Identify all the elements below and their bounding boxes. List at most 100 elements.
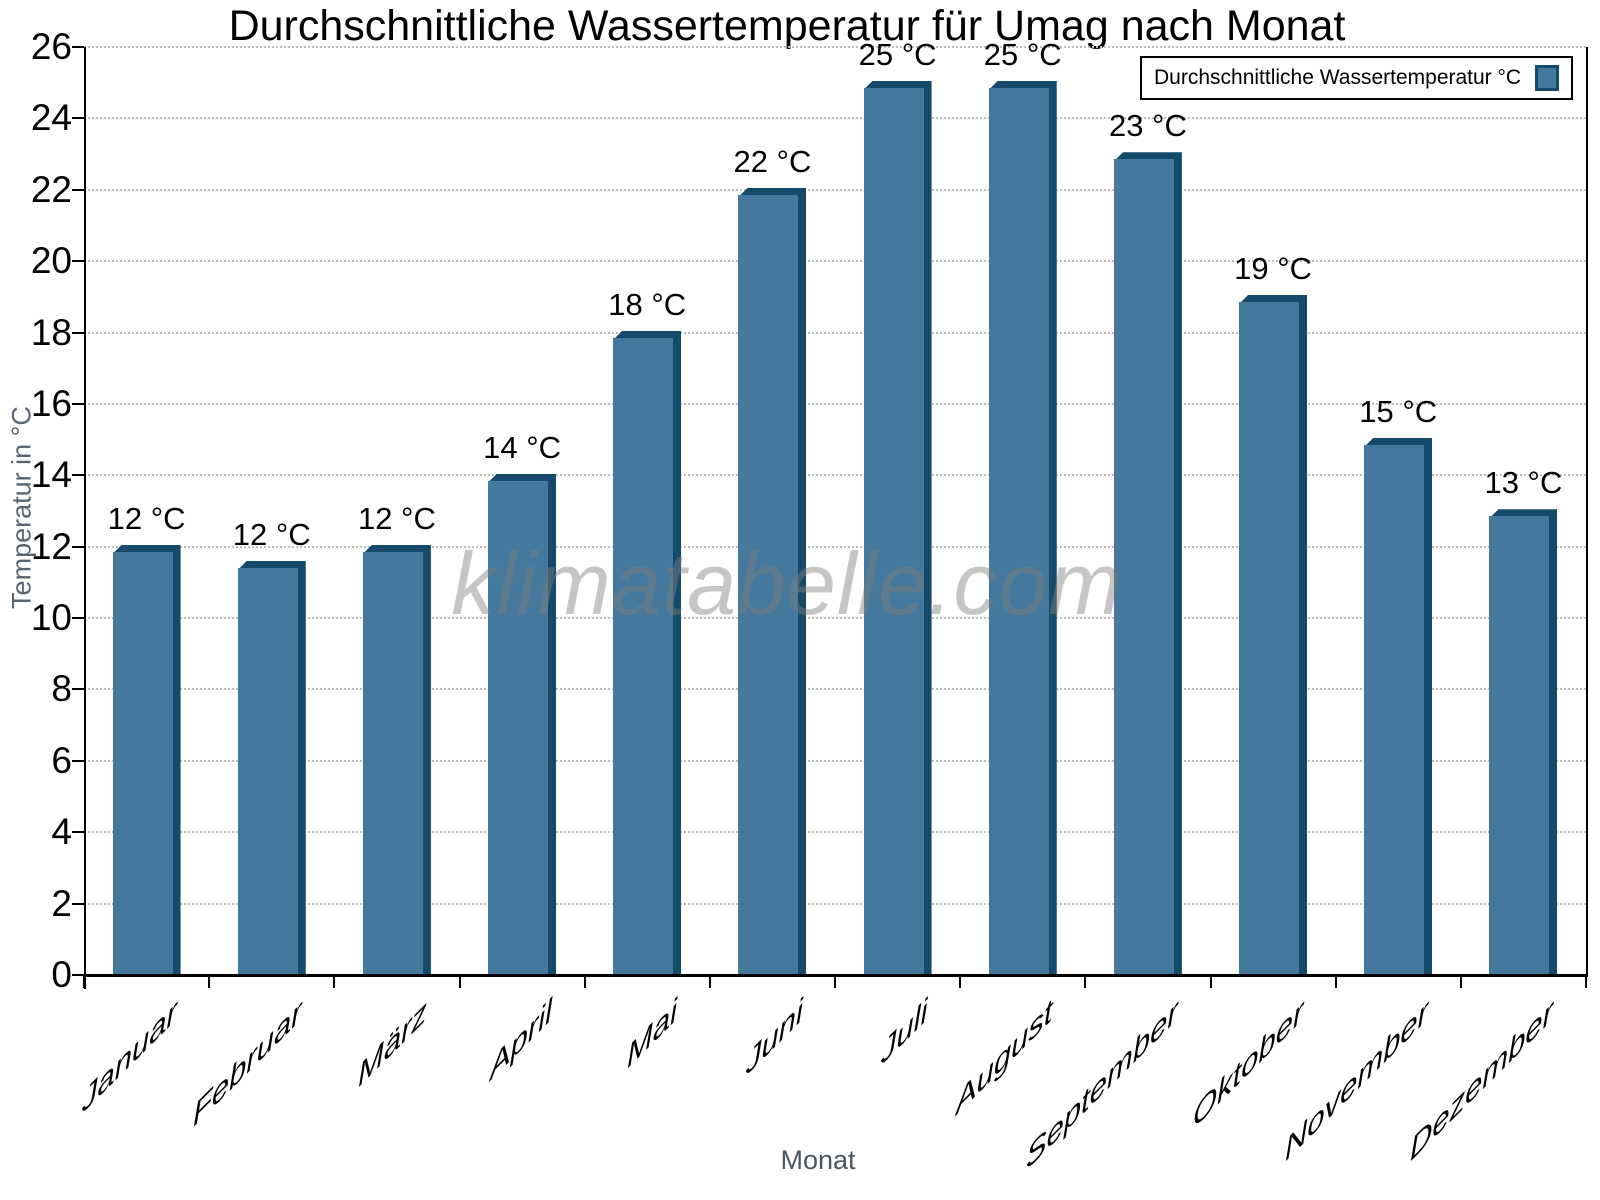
- bar: [237, 560, 306, 975]
- x-tick-label: April: [490, 991, 553, 1089]
- bar-face: [1239, 302, 1300, 975]
- bar: [1113, 152, 1182, 975]
- bar: [362, 544, 431, 975]
- y-tick: [72, 902, 84, 905]
- y-tick: [72, 331, 84, 334]
- y-tick-label: 16: [30, 382, 72, 424]
- x-tick: [1334, 975, 1337, 988]
- legend-label: Durchschnittliche Wassertemperatur °C: [1154, 66, 1522, 89]
- x-tick-label: November: [1285, 991, 1429, 1169]
- bar-face: [1489, 516, 1550, 975]
- y-tick: [72, 831, 84, 834]
- y-tick: [72, 474, 84, 477]
- y-tick-label: 26: [30, 26, 72, 67]
- y-tick: [72, 974, 84, 976]
- bar: [1489, 509, 1558, 975]
- bar-face: [1364, 444, 1425, 975]
- x-tick-label: Oktober: [1192, 991, 1304, 1137]
- bar-value-label: 15 °C: [1359, 393, 1438, 429]
- x-tick-label: März: [358, 991, 427, 1095]
- bar-face: [362, 551, 423, 975]
- x-tick: [1459, 975, 1462, 988]
- gridline: [84, 260, 1586, 263]
- x-tick: [208, 975, 211, 988]
- gridline: [84, 117, 1586, 120]
- y-tick-label: 4: [51, 811, 72, 853]
- bar-face: [738, 194, 799, 975]
- x-tick: [1209, 975, 1212, 988]
- y-tick-label: 14: [30, 454, 72, 496]
- bar: [863, 80, 932, 975]
- bar-value-label: 12 °C: [107, 500, 186, 536]
- bar-value-label: 12 °C: [232, 516, 311, 552]
- x-tick: [333, 975, 336, 988]
- bar-face: [112, 551, 173, 975]
- legend: Durchschnittliche Wassertemperatur °C: [1140, 56, 1574, 100]
- y-tick-label: 2: [51, 882, 72, 924]
- x-tick-label: Dezember: [1410, 991, 1554, 1169]
- bar-face: [863, 87, 924, 975]
- y-tick: [72, 402, 84, 405]
- y-tick: [72, 46, 84, 48]
- bar: [738, 187, 807, 975]
- x-tick: [1585, 975, 1587, 988]
- bar: [1364, 437, 1433, 975]
- x-tick: [959, 975, 962, 988]
- watermark: klimatabelle.com: [451, 534, 1123, 633]
- x-tick: [708, 975, 711, 988]
- y-axis: [84, 47, 86, 989]
- x-axis-title: Monat: [780, 1145, 856, 1175]
- bar-value-label: 19 °C: [1234, 251, 1313, 287]
- bar-value-label: 23 °C: [1108, 108, 1187, 144]
- legend-swatch-icon: [1535, 65, 1560, 91]
- gridline: [84, 474, 1586, 477]
- gridline: [84, 759, 1586, 762]
- y-tick-label: 24: [30, 97, 72, 139]
- bar: [613, 330, 682, 975]
- bar-value-label: 22 °C: [733, 143, 812, 179]
- bar-face: [988, 87, 1049, 975]
- x-tick-label: Februar: [193, 991, 302, 1135]
- bar-value-label: 14 °C: [483, 429, 562, 465]
- y-tick-label: 10: [30, 597, 72, 639]
- bar-face: [613, 337, 674, 975]
- x-tick: [458, 975, 461, 988]
- gridline: [84, 188, 1586, 191]
- x-tick-label: Juli: [881, 991, 928, 1073]
- x-tick-label: Januar: [81, 991, 177, 1121]
- y-tick-label: 22: [30, 168, 72, 210]
- bar-value-label: 13 °C: [1484, 465, 1563, 501]
- x-axis: [84, 974, 1588, 977]
- x-tick: [834, 975, 836, 988]
- y-tick: [72, 617, 84, 620]
- y-tick: [72, 260, 84, 263]
- plot-right-border: [1586, 47, 1588, 975]
- gridline: [84, 831, 1586, 834]
- bar-face: [488, 480, 549, 975]
- y-tick: [72, 688, 84, 691]
- gridline: [84, 545, 1586, 548]
- y-tick: [72, 545, 84, 548]
- y-tick: [72, 759, 84, 762]
- gridline: [84, 617, 1586, 620]
- x-tick-label: August: [956, 991, 1053, 1123]
- y-tick-label: 6: [51, 739, 72, 781]
- bar-value-label: 18 °C: [608, 286, 687, 322]
- bar: [112, 544, 181, 975]
- bar: [1239, 295, 1308, 975]
- bar: [988, 80, 1057, 975]
- y-tick-label: 0: [51, 954, 72, 995]
- chart-title: Durchschnittliche Wassertemperatur für U…: [228, 2, 1346, 50]
- gridline: [84, 331, 1586, 334]
- y-tick-label: 18: [30, 311, 72, 353]
- bar-face: [237, 567, 298, 975]
- x-tick-label: Juni: [745, 991, 803, 1083]
- bar: [488, 473, 557, 975]
- y-tick-label: 20: [30, 240, 72, 282]
- y-tick-label: 12: [30, 525, 72, 567]
- gridline: [84, 46, 1586, 48]
- bar-face: [1113, 159, 1174, 975]
- bar-value-label: 12 °C: [357, 500, 436, 536]
- x-tick: [583, 975, 586, 988]
